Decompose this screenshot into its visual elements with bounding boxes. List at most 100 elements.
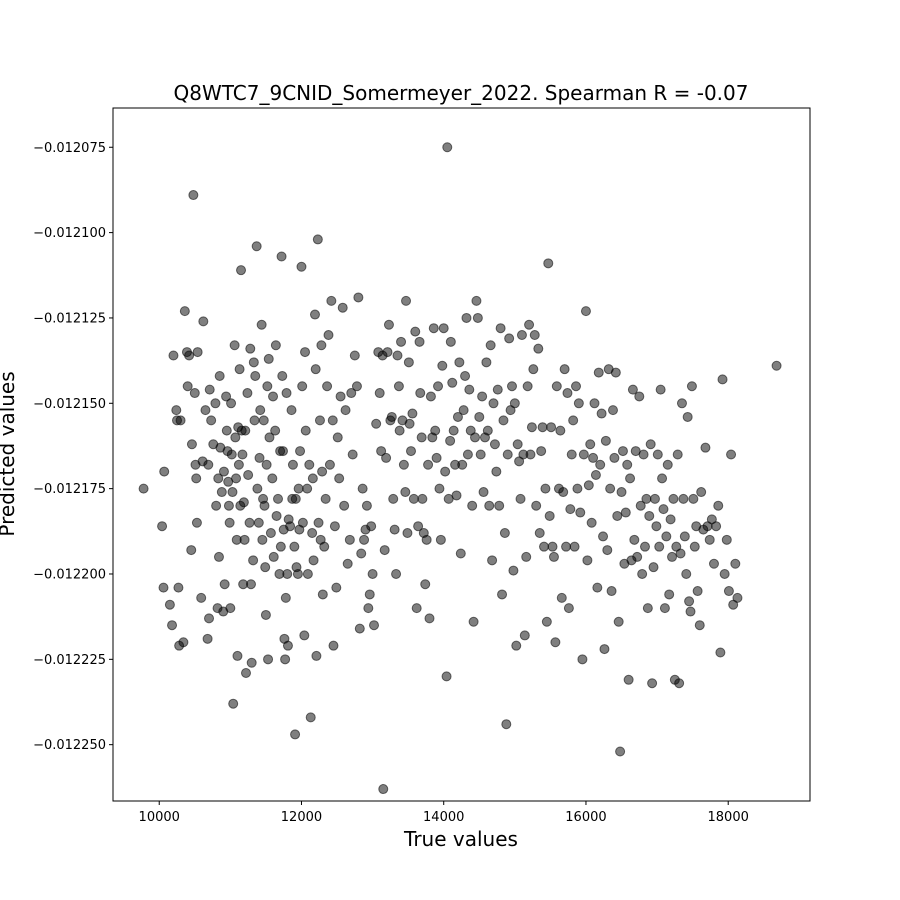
- scatter-point: [448, 425, 459, 436]
- scatter-point: [674, 678, 685, 689]
- scatter-point: [255, 405, 266, 416]
- scatter-point: [661, 531, 672, 542]
- scatter-point: [304, 459, 315, 470]
- x-tick-label: 10000: [139, 810, 180, 825]
- scatter-point: [595, 459, 606, 470]
- scatter-point: [659, 603, 670, 614]
- scatter-point: [678, 493, 689, 504]
- scatter-point: [179, 306, 190, 317]
- scatter-point: [541, 616, 552, 627]
- scatter-point: [431, 452, 442, 463]
- scatter-point: [240, 425, 251, 436]
- scatter-point: [213, 473, 224, 484]
- scatter-point: [692, 586, 703, 597]
- scatter-point: [268, 391, 279, 402]
- scatter-point: [322, 381, 333, 392]
- scatter-point: [620, 507, 631, 518]
- scatter-point: [694, 620, 705, 631]
- scatter-point: [575, 507, 586, 518]
- scatter-point: [290, 493, 301, 504]
- scatter-point: [637, 568, 648, 579]
- scatter-point: [629, 534, 640, 545]
- scatter-point: [474, 411, 485, 422]
- scatter-point: [216, 487, 227, 498]
- scatter-point: [334, 473, 345, 484]
- scatter-point: [307, 473, 318, 484]
- scatter-point: [592, 582, 603, 593]
- scatter-point: [232, 650, 243, 661]
- scatter-point: [583, 480, 594, 491]
- scatter-point: [525, 449, 536, 460]
- y-axis-label: Predicted values: [0, 371, 19, 536]
- scatter-point: [658, 504, 669, 515]
- scatter-point: [649, 493, 660, 504]
- scatter-point: [681, 568, 692, 579]
- scatter-point: [138, 483, 149, 494]
- scatter-point: [394, 425, 405, 436]
- scatter-point: [537, 422, 548, 433]
- scatter-point: [295, 446, 306, 457]
- scatter-point: [711, 521, 722, 532]
- scatter-point: [236, 265, 247, 276]
- scatter-point: [484, 500, 495, 511]
- scatter-point: [366, 521, 377, 532]
- scatter-point: [219, 579, 230, 590]
- scatter-point: [204, 613, 215, 624]
- scatter-point: [689, 541, 700, 552]
- scatter-point: [512, 439, 523, 450]
- scatter-point: [277, 370, 288, 381]
- scatter-point: [157, 521, 168, 532]
- x-axis-label: True values: [403, 827, 518, 851]
- scatter-point: [261, 459, 272, 470]
- scatter-point: [218, 466, 229, 477]
- scatter-point: [178, 637, 189, 648]
- scatter-point: [648, 562, 659, 573]
- scatter-point: [357, 483, 368, 494]
- scatter-point: [499, 528, 510, 539]
- scatter-point: [440, 466, 451, 477]
- y-tick-label: −0.012175: [33, 482, 106, 497]
- scatter-point: [203, 459, 214, 470]
- scatter-point: [533, 343, 544, 354]
- scatter-point: [442, 142, 453, 153]
- scatter-point: [242, 388, 253, 399]
- scatter-point: [300, 425, 311, 436]
- scatter-point: [665, 514, 676, 525]
- scatter-point: [610, 367, 621, 378]
- scatter-point: [445, 336, 456, 347]
- y-tick-label: −0.012200: [33, 567, 106, 582]
- scatter-point: [416, 432, 427, 443]
- scatter-point: [221, 391, 232, 402]
- scatter-point: [263, 353, 274, 364]
- scatter-point: [609, 452, 620, 463]
- scatter-point: [488, 398, 499, 409]
- scatter-point: [642, 603, 653, 614]
- scatter-point: [652, 449, 663, 460]
- scatter-point: [639, 541, 650, 552]
- scatter-point: [243, 469, 254, 480]
- scatter-point: [392, 350, 403, 361]
- scatter-point: [458, 405, 469, 416]
- scatter-point: [347, 449, 358, 460]
- scatter-point: [468, 616, 479, 627]
- scatter-point: [239, 534, 250, 545]
- scatter-point: [719, 568, 730, 579]
- scatter-point: [667, 551, 678, 562]
- scatter-point: [246, 657, 257, 668]
- scatter-point: [268, 551, 279, 562]
- scatter-point: [684, 596, 695, 607]
- scatter-point: [635, 500, 646, 511]
- scatter-point: [192, 347, 203, 358]
- scatter-point: [331, 582, 342, 593]
- scatter-point: [536, 446, 547, 457]
- scatter-point: [354, 623, 365, 634]
- scatter-point: [672, 449, 683, 460]
- scatter-point: [275, 541, 286, 552]
- scatter-point: [344, 534, 355, 545]
- scatter-point: [424, 613, 435, 624]
- scatter-point: [186, 545, 197, 556]
- scatter-point: [248, 357, 259, 368]
- scatter-point: [632, 551, 643, 562]
- scatter-point: [229, 340, 240, 351]
- scatter-point: [452, 411, 463, 422]
